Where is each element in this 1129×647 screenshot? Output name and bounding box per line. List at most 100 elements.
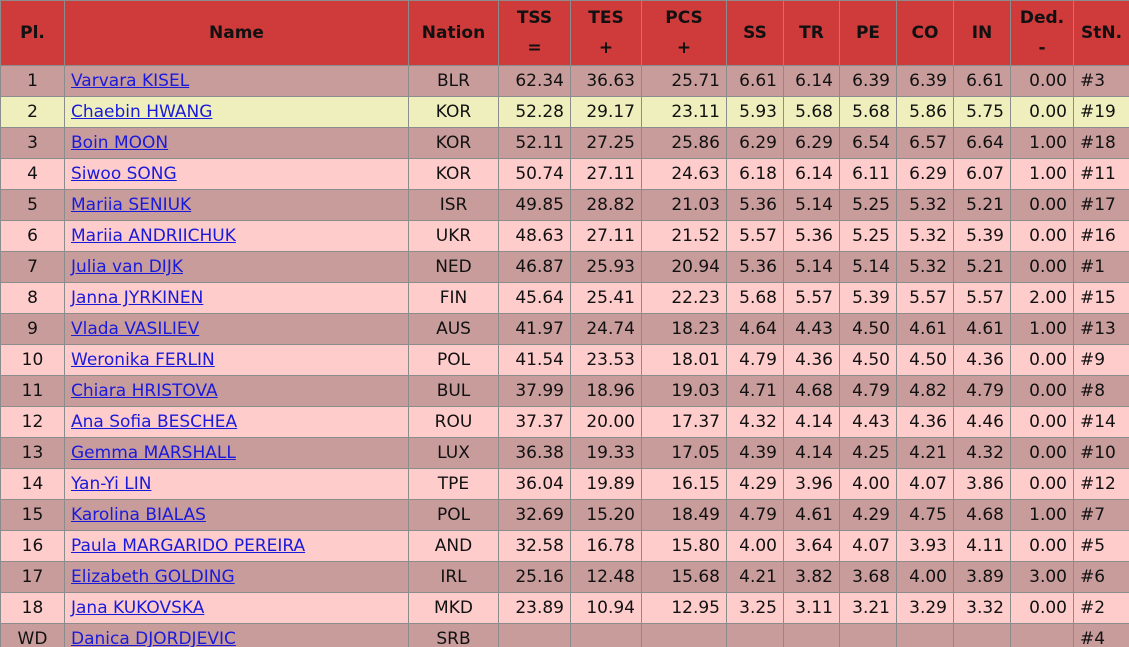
column-label: Pl.	[20, 23, 45, 43]
skater-link[interactable]: Danica DJORDJEVIC	[71, 629, 236, 647]
cell: 62.34	[498, 65, 571, 97]
skater-link[interactable]: Mariia SENIUK	[71, 195, 192, 215]
cell: 1	[0, 65, 65, 97]
cell: 6.07	[953, 158, 1011, 190]
cell: 5.39	[953, 220, 1011, 252]
cell: 4.39	[726, 437, 784, 469]
cell: 0.00	[1010, 251, 1074, 283]
cell: 15.80	[641, 530, 727, 562]
cell: 25.71	[641, 65, 727, 97]
column-label: CO	[911, 23, 939, 43]
cell: 0.00	[1010, 468, 1074, 500]
skater-link[interactable]: Yan-Yi LIN	[71, 474, 152, 494]
cell	[839, 623, 897, 647]
cell: Varvara KISEL	[64, 65, 409, 97]
cell: 6.29	[726, 127, 784, 159]
cell: 20.94	[641, 251, 727, 283]
skater-link[interactable]: Jana KUKOVSKA	[71, 598, 205, 618]
cell: 4.07	[896, 468, 954, 500]
cell: #15	[1073, 282, 1129, 314]
cell: 6.61	[953, 65, 1011, 97]
cell: Jana KUKOVSKA	[64, 592, 409, 624]
skater-link[interactable]: Siwoo SONG	[71, 164, 177, 184]
cell: 15.68	[641, 561, 727, 593]
cell: 0.00	[1010, 375, 1074, 407]
cell: 9	[0, 313, 65, 345]
cell: 21.03	[641, 189, 727, 221]
cell: 4.79	[839, 375, 897, 407]
cell: 45.64	[498, 282, 571, 314]
cell: 3	[0, 127, 65, 159]
cell: 6.61	[726, 65, 784, 97]
result-row: 14 Yan-Yi LIN TPE 36.04 19.89 16.15 4.29 3.96 4.…	[0, 468, 1129, 500]
cell: 4.68	[953, 499, 1011, 531]
cell: ISR	[408, 189, 499, 221]
column-header: TES +	[570, 0, 642, 66]
cell: 4.29	[726, 468, 784, 500]
cell: 1.00	[1010, 158, 1074, 190]
skater-link[interactable]: Varvara KISEL	[71, 71, 190, 91]
skater-link[interactable]: Paula MARGARIDO PEREIRA	[71, 536, 306, 556]
result-row: 18 Jana KUKOVSKA MKD 23.89 10.94 12.95 3.25 3.1…	[0, 592, 1129, 624]
cell	[498, 623, 571, 647]
cell: 4.11	[953, 530, 1011, 562]
cell: #9	[1073, 344, 1129, 376]
skater-link[interactable]: Julia van DIJK	[71, 257, 183, 277]
cell: Karolina BIALAS	[64, 499, 409, 531]
skater-link[interactable]: Gemma MARSHALL	[71, 443, 236, 463]
cell: 4.07	[839, 530, 897, 562]
cell: 4.79	[953, 375, 1011, 407]
cell: 3.89	[953, 561, 1011, 593]
skater-link[interactable]: Chiara HRISTOVA	[71, 381, 218, 401]
skater-link[interactable]: Vlada VASILIEV	[71, 319, 200, 339]
cell: 52.28	[498, 96, 571, 128]
cell: 4.14	[783, 437, 840, 469]
cell: 32.69	[498, 499, 571, 531]
skater-link[interactable]: Mariia ANDRIICHUK	[71, 226, 236, 246]
cell: #3	[1073, 65, 1129, 97]
skater-link[interactable]: Ana Sofia BESCHEA	[71, 412, 238, 432]
result-row: 3 Boin MOON KOR 52.11 27.25 25.86 6.29 6.29 6.54…	[0, 127, 1129, 159]
cell: 6.18	[726, 158, 784, 190]
cell: 4.00	[896, 561, 954, 593]
cell: 3.93	[896, 530, 954, 562]
cell: #2	[1073, 592, 1129, 624]
skater-link[interactable]: Janna JYRKINEN	[71, 288, 204, 308]
skater-link[interactable]: Elizabeth GOLDING	[71, 567, 235, 587]
cell: 18.96	[570, 375, 642, 407]
skater-link[interactable]: Boin MOON	[71, 133, 169, 153]
cell: 6.39	[839, 65, 897, 97]
cell: SRB	[408, 623, 499, 647]
cell: KOR	[408, 158, 499, 190]
cell: 4.43	[839, 406, 897, 438]
result-row: 7 Julia van DIJK NED 46.87 25.93 20.94 5.36 5.1…	[0, 251, 1129, 283]
result-row: 10 Weronika FERLIN POL 41.54 23.53 18.01 4.79 4…	[0, 344, 1129, 376]
cell: 6.11	[839, 158, 897, 190]
column-header: StN.	[1073, 0, 1129, 66]
cell: 6.57	[896, 127, 954, 159]
cell: 37.37	[498, 406, 571, 438]
cell: 1.00	[1010, 499, 1074, 531]
cell: 0.00	[1010, 406, 1074, 438]
cell: NED	[408, 251, 499, 283]
skater-link[interactable]: Karolina BIALAS	[71, 505, 206, 525]
cell: 4.61	[896, 313, 954, 345]
cell: 5.57	[783, 282, 840, 314]
cell: 4.79	[726, 499, 784, 531]
cell: 46.87	[498, 251, 571, 283]
cell: 3.00	[1010, 561, 1074, 593]
column-label: PE	[855, 23, 881, 43]
cell: 0.00	[1010, 220, 1074, 252]
cell: UKR	[408, 220, 499, 252]
cell: 6.64	[953, 127, 1011, 159]
result-row: 11 Chiara HRISTOVA BUL 37.99 18.96 19.03 4.71 4…	[0, 375, 1129, 407]
skater-link[interactable]: Chaebin HWANG	[71, 102, 213, 122]
cell: 5.93	[726, 96, 784, 128]
cell: AUS	[408, 313, 499, 345]
cell: 20.00	[570, 406, 642, 438]
cell: 37.99	[498, 375, 571, 407]
column-header: Nation	[408, 0, 499, 66]
cell: 5.86	[896, 96, 954, 128]
skater-link[interactable]: Weronika FERLIN	[71, 350, 215, 370]
column-label: TR	[799, 23, 824, 43]
